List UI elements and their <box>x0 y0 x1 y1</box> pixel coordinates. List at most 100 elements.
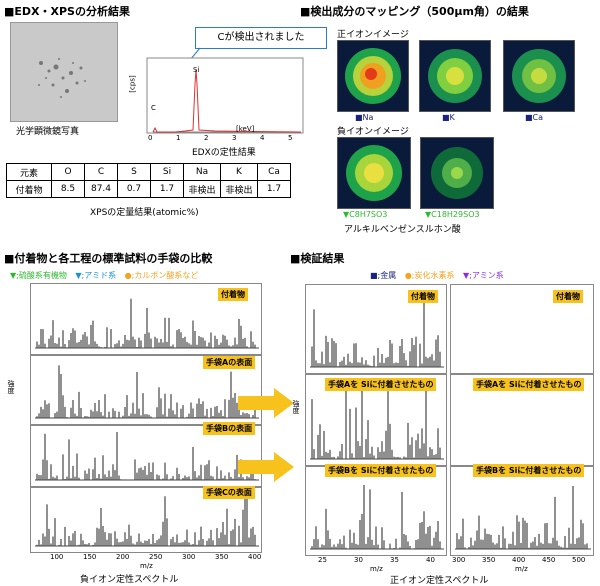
pos-left-label: 手袋Bを Siに付着させたもの <box>325 464 437 477</box>
neg-panel-label: 付着物 <box>218 288 248 301</box>
sec3-title: ■付着物と各工程の標準試料の手袋の比較 <box>4 252 213 265</box>
pos-item-na: ■Na <box>355 113 374 122</box>
pos-item-ca: ■Ca <box>525 113 544 122</box>
edx-xticks: 0 1 2 3 4 5 <box>148 134 298 144</box>
pos-left-panel-3 <box>305 466 447 556</box>
xps-header-cell: 元素 <box>6 163 52 181</box>
edx-tick: 0 <box>148 134 153 142</box>
pos-right-xtick: 300 <box>452 556 466 564</box>
pos-xlabel-left: m/z <box>370 565 383 573</box>
neg-panel-label: 手袋Cの表面 <box>203 486 255 499</box>
pos-right-label: 手袋Aを Siに付着させたもの <box>473 378 585 391</box>
heat-c8-svg <box>346 145 402 201</box>
heat-na-svg <box>345 48 401 104</box>
edx-peak-c: C <box>151 104 156 112</box>
xps-header-cell: S <box>117 163 151 181</box>
pos-right-panel-3 <box>450 466 594 556</box>
arrow-right-icon <box>238 388 294 418</box>
neg-xtick: 100 <box>50 553 64 561</box>
neg-panel-label: 手袋Aの表面 <box>203 356 256 369</box>
heatmap-na <box>337 40 409 112</box>
xps-cell: 8.5 <box>51 180 85 198</box>
xps-cell: 非検出 <box>220 180 258 198</box>
arrow-right-icon <box>238 452 294 482</box>
xps-header-cell: C <box>84 163 118 181</box>
pos-left-label: 付着物 <box>408 290 438 303</box>
pos-right-xtick: 350 <box>482 556 496 564</box>
pos-left-xticks: 25 30 35 40 <box>318 556 448 566</box>
pos-caption-spectrum: 正イオン定性スペクトル <box>390 576 489 586</box>
neg-spectrum-4-svg <box>35 494 259 547</box>
neg-spectrum-panel-2 <box>30 355 262 425</box>
pos-left-label: 手袋Aを Siに付着させたもの <box>325 378 437 391</box>
sec2-title: ■検出成分のマッピング（500μm角）の結果 <box>300 5 529 18</box>
heatmap-ca <box>503 40 575 112</box>
legend-amine: ▼;アミン系 <box>463 271 504 280</box>
pos-left-3-svg <box>310 484 444 550</box>
neg-caption: アルキルベンゼンスルホン酸 <box>344 225 461 235</box>
pos-ylabel: 強度 <box>292 400 300 414</box>
xps-cell: 1.7 <box>150 180 184 198</box>
xps-cell: 87.4 <box>84 180 118 198</box>
xps-header-cell: K <box>220 163 258 181</box>
edx-caption: EDXの定性結果 <box>192 148 256 158</box>
pos-right-xticks: 300 350 400 450 500 <box>452 556 592 566</box>
xps-data-row: 付着物 8.5 87.4 0.7 1.7 非検出 非検出 1.7 <box>6 180 291 198</box>
neg-xtick: 350 <box>215 553 229 561</box>
xps-cell: 非検出 <box>183 180 221 198</box>
pos-right-xtick: 500 <box>572 556 586 564</box>
neg-xlabel: m/z <box>140 562 153 570</box>
neg-ion-label: 負イオンイメージ <box>337 127 409 137</box>
xps-cell: 1.7 <box>257 180 291 198</box>
pos-left-1-svg <box>310 291 444 368</box>
legend-sulfate: ▼;硫酸系有機物 <box>10 271 67 280</box>
xps-header-cell: Si <box>150 163 184 181</box>
neg-ylabel: 強度 <box>7 380 15 394</box>
sec3-legend: ▼;硫酸系有機物 ▼;アミド系 ●;カルボン酸系など <box>10 270 198 281</box>
xps-cell: 付着物 <box>6 180 52 198</box>
edx-peak-si: Si <box>193 66 200 74</box>
sec4-legend: ■;金属 ●;炭化水素系 ▼;アミン系 <box>370 270 504 281</box>
pos-ion-label: 正イオンイメージ <box>337 30 409 40</box>
neg-panel-label: 手袋Bの表面 <box>203 422 256 435</box>
neg-xtick: 400 <box>248 553 262 561</box>
sec1-title: ■EDX・XPSの分析結果 <box>4 5 130 18</box>
edx-tick: 3 <box>232 134 237 142</box>
neg-spectrum-panel-3 <box>30 425 262 487</box>
edx-tick: 1 <box>176 134 181 142</box>
pos-left-xtick: 40 <box>426 556 435 564</box>
legend-hydrocarbon: ●;炭化水素系 <box>404 271 455 280</box>
photo-caption: 光学顕微鏡写真 <box>16 127 80 137</box>
xps-table: 元素 O C S Si Na K Ca 付着物 8.5 87.4 0.7 1.7… <box>6 163 291 198</box>
neg-spectrum-1-svg <box>35 298 259 349</box>
heat-ca-svg <box>512 49 566 103</box>
pos-right-label: 付着物 <box>553 290 583 303</box>
heatmap-k <box>419 40 491 112</box>
xps-caption: XPSの定量結果(atomic%) <box>90 208 199 218</box>
neg-item-c8h7so3: ▼C8H7SO3 <box>343 210 388 219</box>
edx-tick: 2 <box>204 134 209 142</box>
heat-k-svg <box>428 49 482 103</box>
neg-xtick: 150 <box>83 553 97 561</box>
sec4-title: ■検証結果 <box>290 252 345 265</box>
xps-header-row: 元素 O C S Si Na K Ca <box>6 163 291 181</box>
neg-xtick: 250 <box>149 553 163 561</box>
xps-cell: 0.7 <box>117 180 151 198</box>
edx-ylabel: [cps] <box>128 75 137 93</box>
pos-left-xtick: 35 <box>390 556 399 564</box>
legend-amide: ▼;アミド系 <box>75 271 117 280</box>
pos-right-label: 手袋Bを Siに付着させたもの <box>473 464 585 477</box>
microscope-photo <box>10 22 118 122</box>
pos-xlabel-right: m/z <box>515 565 528 573</box>
pos-item-k: ■K <box>442 113 455 122</box>
edx-callout: Cが検出されました <box>195 27 327 49</box>
xps-header-cell: O <box>51 163 85 181</box>
pos-right-xtick: 450 <box>542 556 556 564</box>
pos-left-2-svg <box>310 381 444 460</box>
edx-chart <box>146 47 304 134</box>
neg-spectrum-2-svg <box>35 365 259 419</box>
xps-header-cell: Na <box>183 163 221 181</box>
heat-c18-svg <box>431 147 483 199</box>
pos-left-xtick: 30 <box>354 556 363 564</box>
edx-xunit: [keV] <box>236 125 255 133</box>
